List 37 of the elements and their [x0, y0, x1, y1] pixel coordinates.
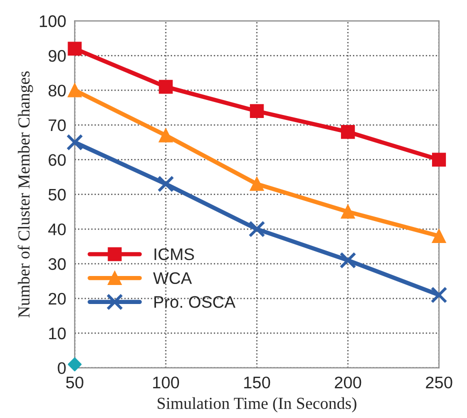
point	[157, 176, 174, 192]
y-tick-label: 60	[48, 154, 66, 166]
point	[68, 42, 82, 56]
point	[158, 80, 173, 94]
point	[66, 134, 84, 151]
x-tick-label: 50	[66, 376, 84, 388]
x-tick-label: 150	[244, 376, 270, 388]
y-axis-title: Number of Cluster Member Changes	[18, 71, 34, 318]
point	[340, 204, 355, 219]
y-tick-label: 80	[48, 84, 66, 96]
legend-label: Pro. OSCA	[154, 296, 236, 308]
x-tick-label: 100	[153, 376, 180, 388]
y-tick-label: 10	[49, 328, 66, 340]
y-tick-label: 100	[40, 15, 66, 28]
point	[432, 229, 446, 243]
point	[340, 252, 356, 269]
point	[250, 104, 264, 118]
y-tick-label: 50	[48, 188, 66, 201]
x-axis-title: Simulation Time (In Seconds)	[158, 397, 356, 412]
point	[158, 128, 173, 142]
x-tick-label: 200	[334, 376, 362, 388]
point	[340, 124, 355, 139]
y-tick-label: 0	[58, 362, 66, 374]
y-tick-label: 30	[48, 258, 66, 270]
point	[248, 220, 266, 238]
point	[68, 357, 82, 372]
point	[250, 177, 264, 191]
y-tick-label: 40	[48, 223, 66, 236]
point	[68, 83, 82, 98]
y-tick-label: 70	[48, 119, 66, 132]
y-tick-label: 90	[48, 50, 66, 62]
point	[430, 286, 448, 304]
point	[432, 152, 446, 167]
legend-label: ICMS	[154, 248, 194, 260]
legend-label: WCA	[153, 272, 192, 284]
y-tick-label: 20	[48, 292, 66, 305]
x-tick-label: 250	[426, 376, 452, 388]
